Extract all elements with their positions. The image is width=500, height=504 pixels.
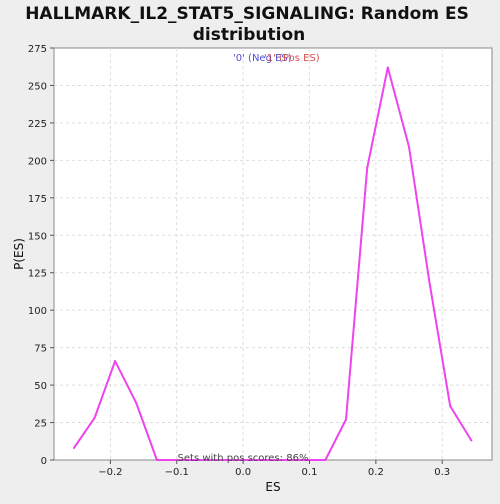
y-tick-label: 200 — [28, 156, 47, 167]
y-tick-label: 100 — [28, 306, 47, 317]
y-tick-label: 150 — [28, 231, 47, 242]
plot-area — [54, 48, 492, 460]
data-point — [93, 417, 95, 419]
data-point — [345, 419, 347, 421]
x-tick-label: 0.2 — [368, 467, 384, 478]
data-point — [324, 459, 326, 461]
chart-title-line2: distribution — [193, 25, 305, 45]
x-axis-label: ES — [265, 480, 280, 494]
y-axis-label: P(ES) — [12, 238, 26, 270]
y-tick-label: 0 — [41, 456, 47, 467]
y-tick-label: 250 — [28, 81, 47, 92]
y-tick-label: 25 — [34, 419, 47, 430]
y-tick-label: 275 — [28, 44, 47, 55]
data-point — [429, 282, 431, 284]
data-point — [470, 440, 472, 442]
pos-scores-annotation: Sets with pos scores: 86% — [178, 453, 309, 464]
x-tick-label: −0.2 — [98, 467, 122, 478]
y-tick-label: 125 — [28, 269, 47, 280]
y-tick-label: 75 — [34, 344, 47, 355]
y-tick-label: 50 — [34, 381, 47, 392]
y-tick-label: 175 — [28, 194, 47, 205]
x-tick-label: 0.1 — [302, 467, 318, 478]
chart-title-line1: HALLMARK_IL2_STAT5_SIGNALING: Random ES — [25, 4, 469, 24]
x-tick-label: 0.0 — [235, 467, 251, 478]
y-axis-ticks: 0 25 50 75 100 125 150 175 200 225 250 275 — [28, 44, 54, 467]
data-point — [449, 405, 451, 407]
data-point — [156, 459, 158, 461]
data-point — [135, 402, 137, 404]
y-tick-label: 225 — [28, 119, 47, 130]
legend-pos-label: '1' (Pos ES) — [264, 53, 320, 64]
data-point — [73, 447, 75, 449]
x-tick-label: −0.1 — [165, 467, 189, 478]
data-point — [366, 167, 368, 169]
data-point — [387, 66, 389, 68]
x-tick-label: 0.3 — [434, 467, 450, 478]
data-point — [408, 146, 410, 148]
data-point — [114, 360, 116, 362]
